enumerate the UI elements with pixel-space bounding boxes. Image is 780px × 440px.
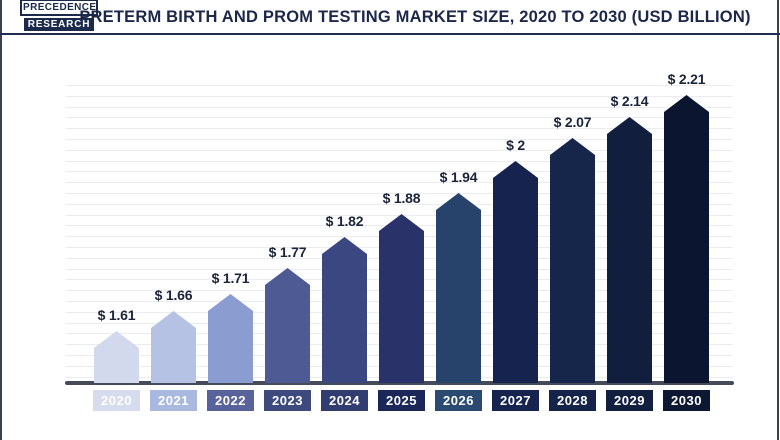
value-label-2026: $ 1.94 — [439, 169, 478, 185]
gridline — [66, 139, 733, 140]
bar-2022 — [208, 294, 253, 383]
value-label-2021: $ 1.66 — [154, 287, 193, 303]
year-label-2023: 2023 — [264, 390, 311, 411]
gridline — [66, 182, 733, 183]
year-label-2030: 2030 — [663, 390, 710, 411]
gridline — [66, 96, 733, 97]
bar-2021 — [151, 311, 196, 383]
bar-2026 — [436, 193, 481, 383]
gridline — [66, 204, 733, 205]
bar-2029 — [607, 117, 652, 383]
value-label-2028: $ 2.07 — [553, 114, 592, 130]
gridline — [66, 107, 733, 108]
value-label-2030: $ 2.21 — [667, 71, 706, 87]
x-axis-line — [65, 381, 734, 385]
bar-2025 — [379, 214, 424, 383]
bar-2027 — [493, 161, 538, 383]
logo-line2: RESEARCH — [24, 18, 94, 31]
value-label-2022: $ 1.71 — [211, 270, 250, 286]
page-right-border — [777, 0, 779, 440]
year-label-2022: 2022 — [207, 390, 254, 411]
bar-2023 — [265, 268, 310, 383]
year-label-2027: 2027 — [492, 390, 539, 411]
bar-2020 — [94, 331, 139, 383]
value-label-2025: $ 1.88 — [382, 190, 421, 206]
gridline — [66, 150, 733, 151]
value-label-2024: $ 1.82 — [325, 213, 364, 229]
gridline — [66, 117, 733, 118]
page-left-border — [0, 0, 2, 440]
year-label-2025: 2025 — [378, 390, 425, 411]
year-label-2026: 2026 — [435, 390, 482, 411]
gridline — [66, 85, 733, 86]
chart-title: PRETERM BIRTH AND PROM TESTING MARKET SI… — [79, 8, 751, 26]
year-label-2024: 2024 — [321, 390, 368, 411]
gridline — [66, 128, 733, 129]
value-label-2029: $ 2.14 — [610, 93, 649, 109]
value-label-2027: $ 2 — [506, 137, 525, 153]
precedence-research-logo: PRECEDENCE RESEARCH — [20, 0, 98, 31]
year-label-2021: 2021 — [150, 390, 197, 411]
title-divider-line — [0, 33, 780, 35]
bar-2030 — [664, 95, 709, 383]
year-label-2029: 2029 — [606, 390, 653, 411]
year-label-2020: 2020 — [93, 390, 140, 411]
bar-2028 — [550, 138, 595, 383]
gridline — [66, 171, 733, 172]
bar-2024 — [322, 237, 367, 383]
value-label-2023: $ 1.77 — [268, 244, 307, 260]
logo-line1: PRECEDENCE — [20, 0, 98, 16]
gridline — [66, 193, 733, 194]
year-label-2028: 2028 — [549, 390, 596, 411]
gridline — [66, 161, 733, 162]
value-label-2020: $ 1.61 — [97, 307, 136, 323]
gridline — [66, 215, 733, 216]
